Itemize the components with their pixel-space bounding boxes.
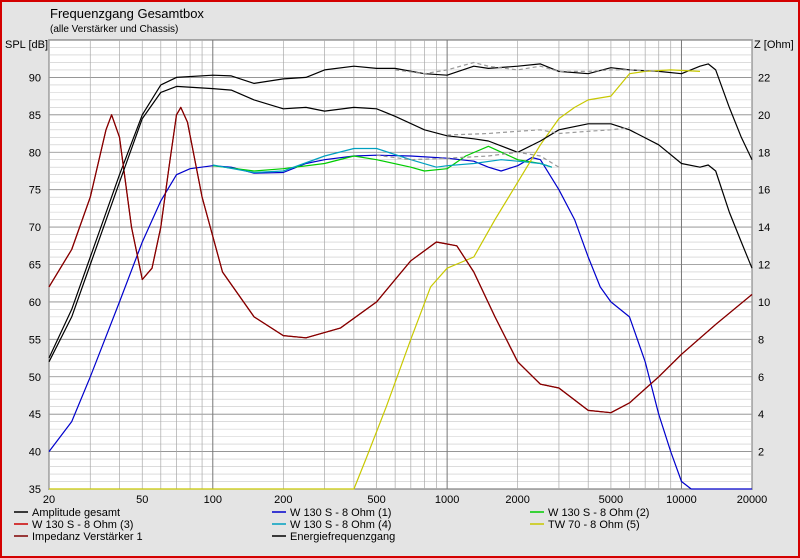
legend-label: Energiefrequenzgang [290, 531, 395, 543]
y-right-tick-label: 16 [758, 185, 770, 197]
y-right-tick-label: 20 [758, 110, 770, 122]
y-left-tick-label: 75 [29, 185, 41, 197]
series-line [48, 85, 753, 363]
y-right-tick-label: 14 [758, 222, 770, 234]
series-line [48, 63, 753, 359]
grid [48, 39, 753, 490]
legend-label: W 130 S - 8 Ohm (3) [32, 519, 133, 531]
x-tick-label: 500 [367, 494, 385, 506]
legend-label: W 130 S - 8 Ohm (1) [290, 507, 391, 519]
x-tick-label: 50 [136, 494, 148, 506]
y-left-tick-label: 70 [29, 222, 41, 234]
y-right-tick-label: 8 [758, 334, 764, 346]
x-tick-label: 100 [204, 494, 222, 506]
chart-subtitle: (alle Verstärker und Chassis) [50, 24, 178, 35]
y-left-tick-label: 35 [29, 484, 41, 496]
x-tick-label: 1000 [435, 494, 459, 506]
legend-label: W 130 S - 8 Ohm (4) [290, 519, 391, 531]
y-left-tick-label: 60 [29, 297, 41, 309]
series-layer [48, 61, 753, 490]
axis-ticks: 35 40 45 50 55 60 65 70 75 80 85 90 2 4 6 8 10 12 14 16 18 20… [29, 72, 771, 506]
x-tick-label: 2000 [505, 494, 529, 506]
y-right-tick-label: 12 [758, 260, 770, 272]
legend-label: Amplitude gesamt [32, 507, 120, 519]
y-axis-right-label: Z [Ohm] [754, 39, 794, 51]
y-right-tick-label: 10 [758, 297, 770, 309]
y-right-tick-label: 22 [758, 72, 770, 84]
series-line [212, 147, 553, 174]
series-line [376, 151, 560, 168]
y-left-tick-label: 50 [29, 372, 41, 384]
series-line [48, 106, 753, 414]
legend: Amplitude gesamt W 130 S - 8 Ohm (1) W 130… [14, 507, 649, 543]
x-tick-label: 5000 [599, 494, 623, 506]
legend-label: Impedanz Verstärker 1 [32, 531, 143, 543]
y-left-tick-label: 40 [29, 447, 41, 459]
x-tick-label: 10000 [666, 494, 697, 506]
y-axis-left-label: SPL [dB] [5, 39, 48, 51]
series-line [395, 61, 659, 75]
x-tick-label: 20 [43, 494, 55, 506]
y-right-tick-label: 6 [758, 372, 764, 384]
legend-label: W 130 S - 8 Ohm (2) [548, 507, 649, 519]
x-tick-label: 20000 [737, 494, 768, 506]
y-right-tick-label: 2 [758, 447, 764, 459]
y-right-tick-label: 4 [758, 409, 764, 421]
y-left-tick-label: 80 [29, 147, 41, 159]
y-left-tick-label: 45 [29, 409, 41, 421]
y-left-tick-label: 55 [29, 334, 41, 346]
legend-label: TW 70 - 8 Ohm (5) [548, 519, 640, 531]
x-tick-label: 200 [274, 494, 292, 506]
y-left-tick-label: 85 [29, 110, 41, 122]
y-right-tick-label: 18 [758, 147, 770, 159]
series-line [49, 69, 701, 490]
series-line [212, 145, 553, 172]
y-left-tick-label: 65 [29, 260, 41, 272]
y-left-tick-label: 90 [29, 72, 41, 84]
chart-title: Frequenzgang Gesamtbox [50, 6, 204, 21]
